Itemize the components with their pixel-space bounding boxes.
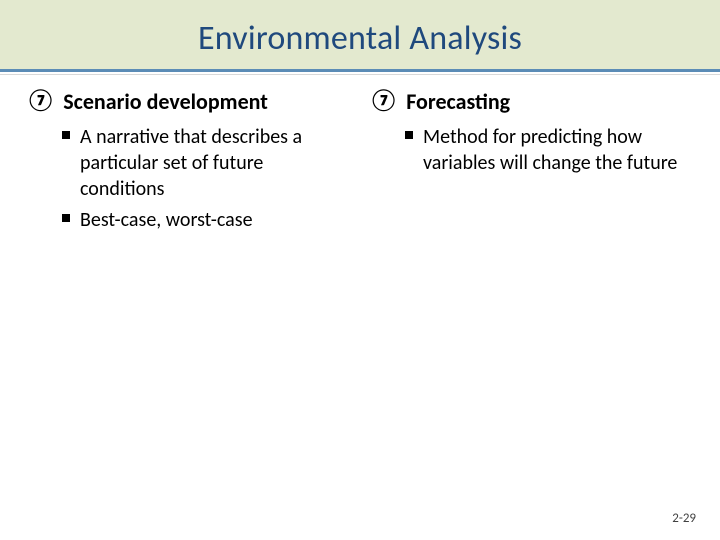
content-columns: ⑦ Scenario development A narrative that …	[0, 75, 720, 240]
left-bullet-list: A narrative that describes a particular …	[26, 125, 351, 233]
page-number: 2-29	[672, 511, 696, 526]
bullet-text: Best-case, worst-case	[80, 208, 253, 234]
square-bullet-icon	[405, 131, 413, 139]
right-bullet-list: Method for predicting how variables will…	[369, 125, 694, 176]
left-topic-label: Scenario development	[63, 89, 268, 115]
bullet-text: A narrative that describes a particular …	[80, 125, 351, 202]
list-item: Best-case, worst-case	[62, 208, 351, 234]
circled-number-icon: ⑦	[26, 89, 55, 111]
right-topic-label: Forecasting	[406, 89, 510, 115]
right-column: ⑦ Forecasting Method for predicting how …	[369, 89, 694, 240]
title-band: Environmental Analysis	[0, 0, 720, 69]
right-topic: ⑦ Forecasting	[369, 89, 694, 115]
bullet-text: Method for predicting how variables will…	[423, 125, 694, 176]
list-item: Method for predicting how variables will…	[405, 125, 694, 176]
slide-title: Environmental Analysis	[0, 18, 720, 59]
square-bullet-icon	[62, 214, 70, 222]
left-topic: ⑦ Scenario development	[26, 89, 351, 115]
accent-line	[0, 69, 720, 72]
square-bullet-icon	[62, 131, 70, 139]
left-column: ⑦ Scenario development A narrative that …	[26, 89, 351, 240]
list-item: A narrative that describes a particular …	[62, 125, 351, 202]
circled-number-icon: ⑦	[369, 89, 398, 111]
